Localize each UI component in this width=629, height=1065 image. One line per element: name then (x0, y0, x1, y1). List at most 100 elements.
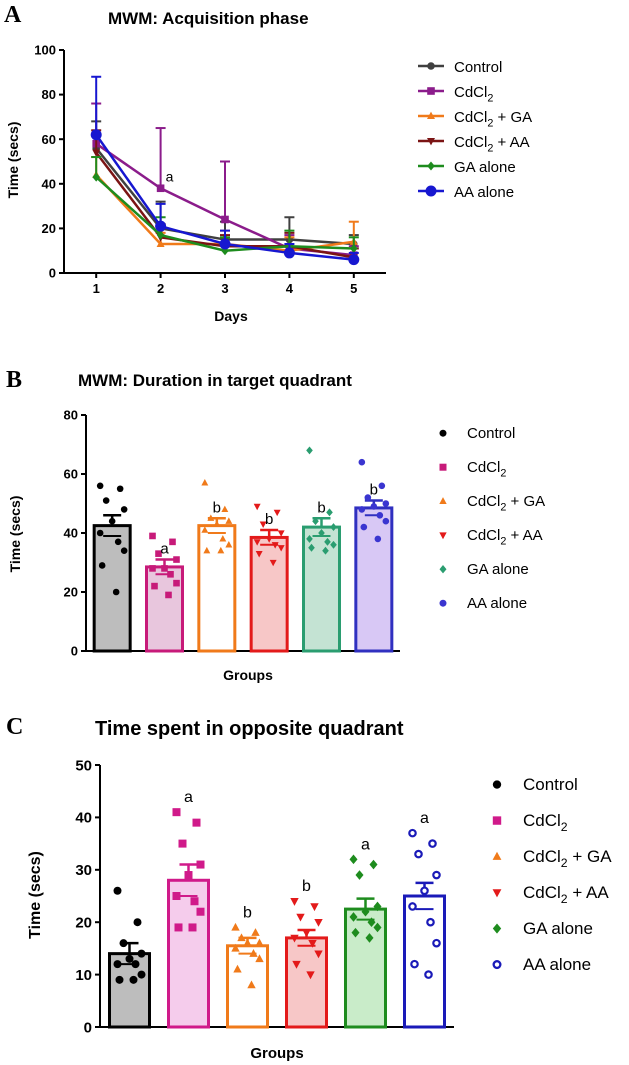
data-point (98, 562, 106, 569)
bar-group-0 (92, 482, 132, 653)
data-point (312, 517, 319, 526)
data-point (420, 886, 429, 896)
data-point (221, 215, 229, 224)
data-point (116, 485, 124, 493)
annotation-label: a (166, 169, 174, 185)
y-tick-label: 40 (42, 176, 56, 191)
legend-label: CdCl2 (523, 811, 568, 834)
data-point (364, 494, 372, 501)
panel-c-letter: C (6, 714, 23, 740)
legend-label: CdCl2 + GA (454, 109, 532, 130)
significance-label: b (213, 499, 221, 516)
data-point (376, 512, 384, 519)
data-point (172, 808, 181, 817)
bar (403, 894, 446, 1029)
significance-label: a (420, 810, 429, 827)
data-point (137, 970, 146, 979)
panel-a-xlabel: Days (214, 308, 248, 324)
data-point (290, 898, 299, 906)
legend-marker (492, 923, 502, 934)
data-point (414, 849, 423, 859)
data-point (424, 970, 433, 979)
data-point (184, 871, 193, 880)
bar (249, 535, 289, 653)
data-point (113, 960, 122, 969)
data-point (201, 479, 209, 486)
significance-label: b (265, 511, 273, 528)
data-point (167, 571, 174, 578)
legend-label: AA alone (523, 955, 591, 974)
data-point (283, 247, 295, 259)
data-point (219, 238, 231, 250)
bar-group-3: b (249, 503, 289, 653)
data-point (373, 901, 382, 912)
y-tick-label: 80 (42, 87, 56, 102)
bar-group-4: a (344, 836, 387, 1029)
data-point (201, 526, 209, 533)
y-tick-label: 50 (75, 757, 92, 774)
y-tick-label: 30 (75, 862, 92, 879)
data-point (192, 818, 201, 827)
significance-label: b (302, 878, 311, 895)
legend-marker (439, 532, 447, 540)
data-point (173, 579, 180, 587)
panel-c-plot: 0 10 20 30 40 50 a b b a a (75, 757, 454, 1036)
data-point (221, 505, 229, 513)
data-point (203, 546, 211, 554)
data-point (277, 530, 285, 537)
data-point (129, 975, 138, 984)
legend-marker (427, 62, 435, 70)
y-tick-label: 0 (49, 266, 56, 281)
y-tick-label: 20 (75, 914, 92, 931)
data-point (360, 523, 368, 531)
data-point (102, 497, 110, 504)
bar-group-5: a (403, 810, 446, 1029)
data-point (296, 913, 305, 922)
data-point (378, 482, 386, 490)
y-tick-label: 20 (42, 221, 56, 236)
data-point (115, 975, 124, 984)
y-tick-label: 60 (42, 132, 56, 147)
data-point (90, 129, 102, 141)
data-point (310, 903, 319, 912)
y-tick-label: 40 (64, 526, 78, 541)
data-point (292, 960, 301, 969)
data-point (165, 591, 172, 599)
legend-marker (492, 851, 502, 860)
data-point (314, 919, 323, 927)
significance-label: b (370, 482, 378, 499)
data-point (188, 923, 197, 932)
bar-group-5: b (354, 458, 394, 653)
data-point (358, 506, 366, 513)
data-point (178, 839, 187, 848)
data-point (219, 535, 227, 542)
data-point (108, 517, 116, 525)
x-tick-label: 4 (286, 281, 294, 296)
data-point (237, 933, 246, 942)
data-point (112, 588, 120, 596)
data-point (410, 959, 419, 969)
legend-marker (427, 161, 435, 171)
data-point (277, 545, 285, 552)
data-point (365, 933, 374, 943)
data-point (173, 556, 180, 563)
legend-label: CdCl2 (454, 84, 493, 105)
legend-label: GA alone (454, 159, 516, 176)
legend-marker (439, 599, 447, 607)
data-point (367, 917, 376, 927)
data-point (358, 458, 366, 466)
data-point (92, 172, 100, 182)
panel-b-ylabel: Time (secs) (7, 496, 23, 573)
legend-label: AA alone (454, 184, 514, 201)
data-point (225, 517, 233, 524)
data-point (324, 537, 331, 546)
panel-c-title: Time spent in opposite quadrant (95, 718, 404, 740)
legend-marker (427, 87, 435, 95)
panel-a-title: MWM: Acquisition phase (108, 9, 309, 28)
data-point (114, 538, 122, 546)
legend-marker (427, 111, 435, 120)
legend-marker (427, 137, 435, 146)
data-point (374, 535, 382, 543)
data-point (233, 964, 242, 973)
y-tick-label: 100 (34, 43, 56, 58)
